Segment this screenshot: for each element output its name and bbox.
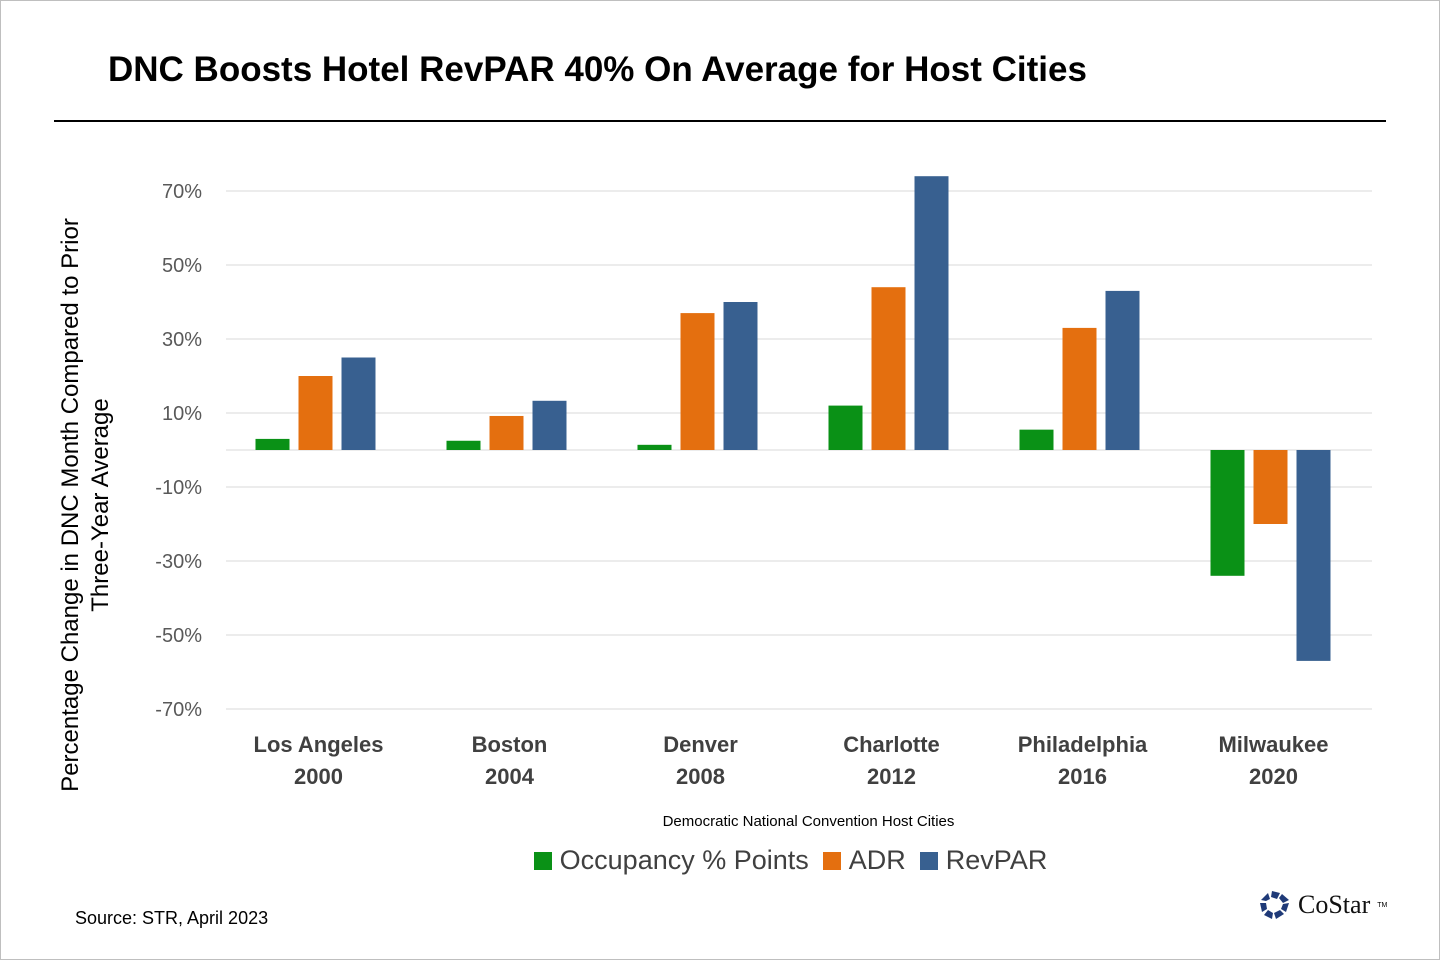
bar-revpar xyxy=(723,302,758,450)
legend-swatch-revpar xyxy=(919,851,938,870)
costar-star-icon xyxy=(1260,891,1289,919)
legend-swatch-occupancy xyxy=(533,851,552,870)
bar-occupancy-points xyxy=(637,444,672,450)
x-tick-label-city: Los Angeles xyxy=(254,732,384,757)
y-tick-label: -30% xyxy=(155,551,202,573)
x-tick-label-year: 2004 xyxy=(485,764,535,789)
legend: Occupancy % Points ADR RevPAR xyxy=(0,845,1440,876)
bar-revpar xyxy=(1296,450,1331,661)
legend-item-revpar: RevPAR xyxy=(919,845,1048,876)
y-tick-label: 50% xyxy=(162,255,202,277)
legend-item-adr: ADR xyxy=(822,845,906,876)
bar-revpar xyxy=(341,357,376,450)
x-tick-label-year: 2012 xyxy=(867,764,916,789)
legend-item-occupancy: Occupancy % Points xyxy=(533,845,809,876)
bar-occupancy-points xyxy=(446,440,481,450)
bar-revpar xyxy=(914,176,949,450)
x-tick-label-city: Denver xyxy=(663,732,738,757)
costar-logo-text: CoStar xyxy=(1298,890,1371,919)
y-tick-label: 70% xyxy=(162,181,202,203)
y-tick-label: -70% xyxy=(155,699,202,721)
x-tick-label-year: 2020 xyxy=(1249,764,1298,789)
x-tick-label-city: Milwaukee xyxy=(1218,732,1328,757)
y-tick-label: -50% xyxy=(155,625,202,647)
x-tick-label-city: Charlotte xyxy=(843,732,940,757)
bar-adr xyxy=(1062,327,1097,450)
x-tick-label-year: 2016 xyxy=(1058,764,1107,789)
bar-occupancy-points xyxy=(255,438,290,450)
bar-adr xyxy=(489,415,524,450)
bar-revpar xyxy=(532,400,567,450)
chart-title: DNC Boosts Hotel RevPAR 40% On Average f… xyxy=(108,50,1087,89)
source-note: Source: STR, April 2023 xyxy=(75,908,269,928)
legend-label-occupancy: Occupancy % Points xyxy=(559,845,809,875)
bar-adr xyxy=(298,376,333,450)
x-tick-label-city: Philadelphia xyxy=(1018,732,1148,757)
bar-adr xyxy=(1253,450,1288,524)
legend-swatch-adr xyxy=(822,851,841,870)
bar-occupancy-points xyxy=(1019,429,1054,450)
bar-adr xyxy=(871,287,906,450)
title-divider xyxy=(54,120,1386,122)
trademark-mark: TM xyxy=(1377,901,1388,909)
x-tick-label-year: 2008 xyxy=(676,764,725,789)
bar-occupancy-points xyxy=(828,405,863,450)
bar-occupancy-points xyxy=(1210,450,1245,576)
bar-adr xyxy=(680,313,715,450)
x-tick-label-year: 2000 xyxy=(294,764,343,789)
bar-revpar xyxy=(1105,290,1140,450)
y-axis-label: Percentage Change in DNC Month Compared … xyxy=(57,218,114,792)
legend-label-adr: ADR xyxy=(848,845,906,875)
x-axis-label: Democratic National Convention Host Citi… xyxy=(662,813,955,830)
y-tick-label: -10% xyxy=(155,477,202,499)
legend-label-revpar: RevPAR xyxy=(945,845,1048,875)
y-tick-label: 10% xyxy=(162,403,202,425)
x-tick-label-city: Boston xyxy=(472,732,548,757)
costar-logo: CoStar TM xyxy=(1258,890,1387,920)
y-tick-label: 30% xyxy=(162,329,202,351)
